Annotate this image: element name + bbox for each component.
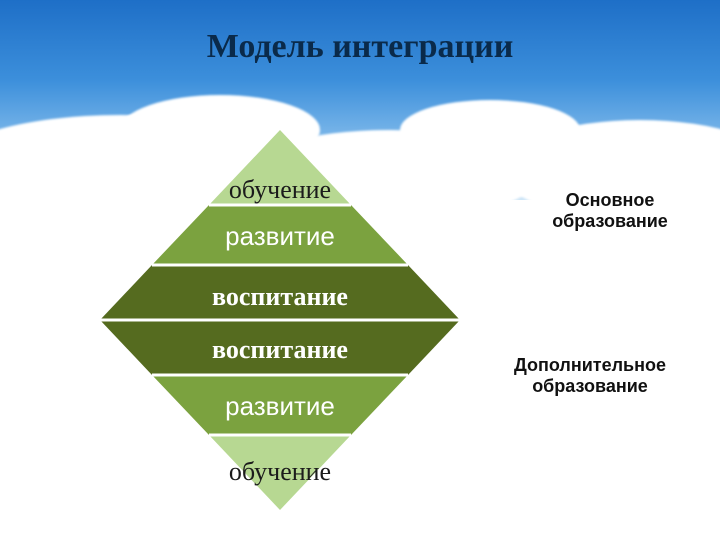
page-title: Модель интеграции [0, 28, 720, 66]
diamond-pyramid: обучение развитие воспитание воспитание разв… [100, 120, 460, 520]
band-label: воспитание [212, 335, 348, 364]
slide: Модель интеграции обучение развитие воспит… [0, 0, 720, 540]
side-label-line: образование [500, 376, 680, 397]
band-label: обучение [229, 175, 331, 204]
band-label: развитие [225, 391, 335, 421]
side-label-line: образование [520, 211, 700, 232]
side-label-line: Дополнительное [500, 355, 680, 376]
side-label: Основноеобразование [520, 190, 700, 231]
band-label: воспитание [212, 282, 348, 311]
band-label: развитие [225, 221, 335, 251]
band-label: обучение [229, 457, 331, 486]
side-label: Дополнительноеобразование [500, 355, 680, 396]
integration-diagram: обучение развитие воспитание воспитание разв… [100, 120, 460, 520]
side-label-line: Основное [520, 190, 700, 211]
